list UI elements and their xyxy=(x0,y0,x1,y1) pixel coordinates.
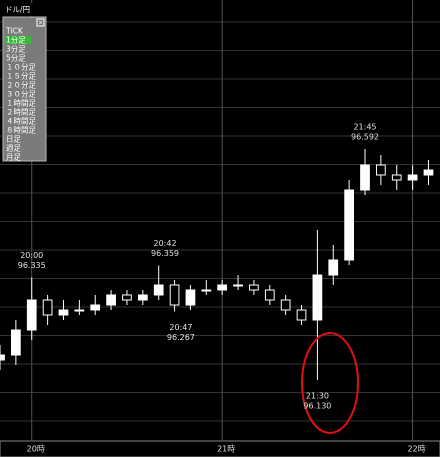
candle-body xyxy=(0,354,5,361)
annotation-time: 20:00 xyxy=(20,251,43,260)
annotation-time: 21:30 xyxy=(306,392,329,401)
annotation-price: 96.592 xyxy=(351,133,379,142)
candle-body xyxy=(11,329,21,356)
x-tick-label: 21時 xyxy=(217,445,235,454)
candle-body xyxy=(90,304,101,311)
menu-item[interactable]: １０分足 xyxy=(6,63,36,72)
candle-body xyxy=(391,174,402,181)
menu-header xyxy=(3,3,46,16)
candle-body xyxy=(74,309,85,312)
menu-item[interactable]: ３０分足 xyxy=(6,90,36,99)
plot xyxy=(0,149,434,380)
menu-item[interactable]: １５分足 xyxy=(6,72,36,81)
candle-body xyxy=(169,284,180,306)
candle-body xyxy=(344,189,354,261)
menu: × ドル/円 TICK1分足3分足5分足１０分足１５分足２０分足３０分足１時間足… xyxy=(2,3,47,162)
candle-body xyxy=(312,274,323,321)
menu-item[interactable]: 月足 xyxy=(6,153,21,162)
candle-body xyxy=(137,294,148,301)
annotation-price: 96.359 xyxy=(151,249,179,258)
candle-body xyxy=(185,289,196,306)
menu-item[interactable]: 3分足 xyxy=(6,45,26,54)
x-axis-strip xyxy=(0,440,440,457)
candle-body xyxy=(328,259,339,276)
menu-title: ドル/円 xyxy=(5,5,30,14)
annotation-time: 21:45 xyxy=(353,123,376,132)
menu-item[interactable]: 1分足 xyxy=(6,36,26,45)
annotation-price: 96.267 xyxy=(167,333,195,342)
candle-body xyxy=(153,284,164,296)
candle-body xyxy=(122,294,132,301)
menu-item[interactable]: １時間足 xyxy=(6,99,36,108)
candle-body xyxy=(106,294,116,306)
candle-body xyxy=(42,299,53,316)
highlight-circle xyxy=(301,332,359,434)
menu-item[interactable]: TICK xyxy=(5,27,24,36)
x-tick-label: 22時 xyxy=(408,445,426,454)
candle-body xyxy=(296,309,307,321)
candle-body xyxy=(264,289,275,301)
candle-body xyxy=(233,284,243,287)
menu-item[interactable]: ２時間足 xyxy=(6,108,36,117)
menu-item[interactable]: 日足 xyxy=(6,135,21,144)
menu-item[interactable]: 週足 xyxy=(6,144,21,153)
close-icon[interactable]: × xyxy=(38,20,43,27)
menu-item[interactable]: ８時間足 xyxy=(6,126,36,135)
candle-body xyxy=(280,299,291,311)
menu-item[interactable]: 5分足 xyxy=(6,54,26,63)
annotation-time: 20:47 xyxy=(169,323,192,332)
candle-body xyxy=(201,289,212,292)
menu-item[interactable]: ２０分足 xyxy=(6,81,36,90)
candle-body xyxy=(376,164,386,176)
menu-item-selected[interactable] xyxy=(5,36,31,44)
candle-body xyxy=(360,164,370,191)
candle-body xyxy=(26,299,37,331)
candle-body xyxy=(249,284,259,291)
candle-body xyxy=(407,174,418,181)
menu-item[interactable]: ４時間足 xyxy=(6,117,36,126)
candle-body xyxy=(58,309,69,316)
annotation-price: 96.335 xyxy=(18,261,46,270)
annotation-price: 96.130 xyxy=(303,402,331,411)
x-tick-label: 20時 xyxy=(27,445,45,454)
close-button[interactable] xyxy=(36,18,45,27)
candle-body xyxy=(423,169,434,176)
annotation-time: 20:42 xyxy=(154,239,177,248)
candle-body xyxy=(217,284,228,291)
grid xyxy=(0,0,440,440)
